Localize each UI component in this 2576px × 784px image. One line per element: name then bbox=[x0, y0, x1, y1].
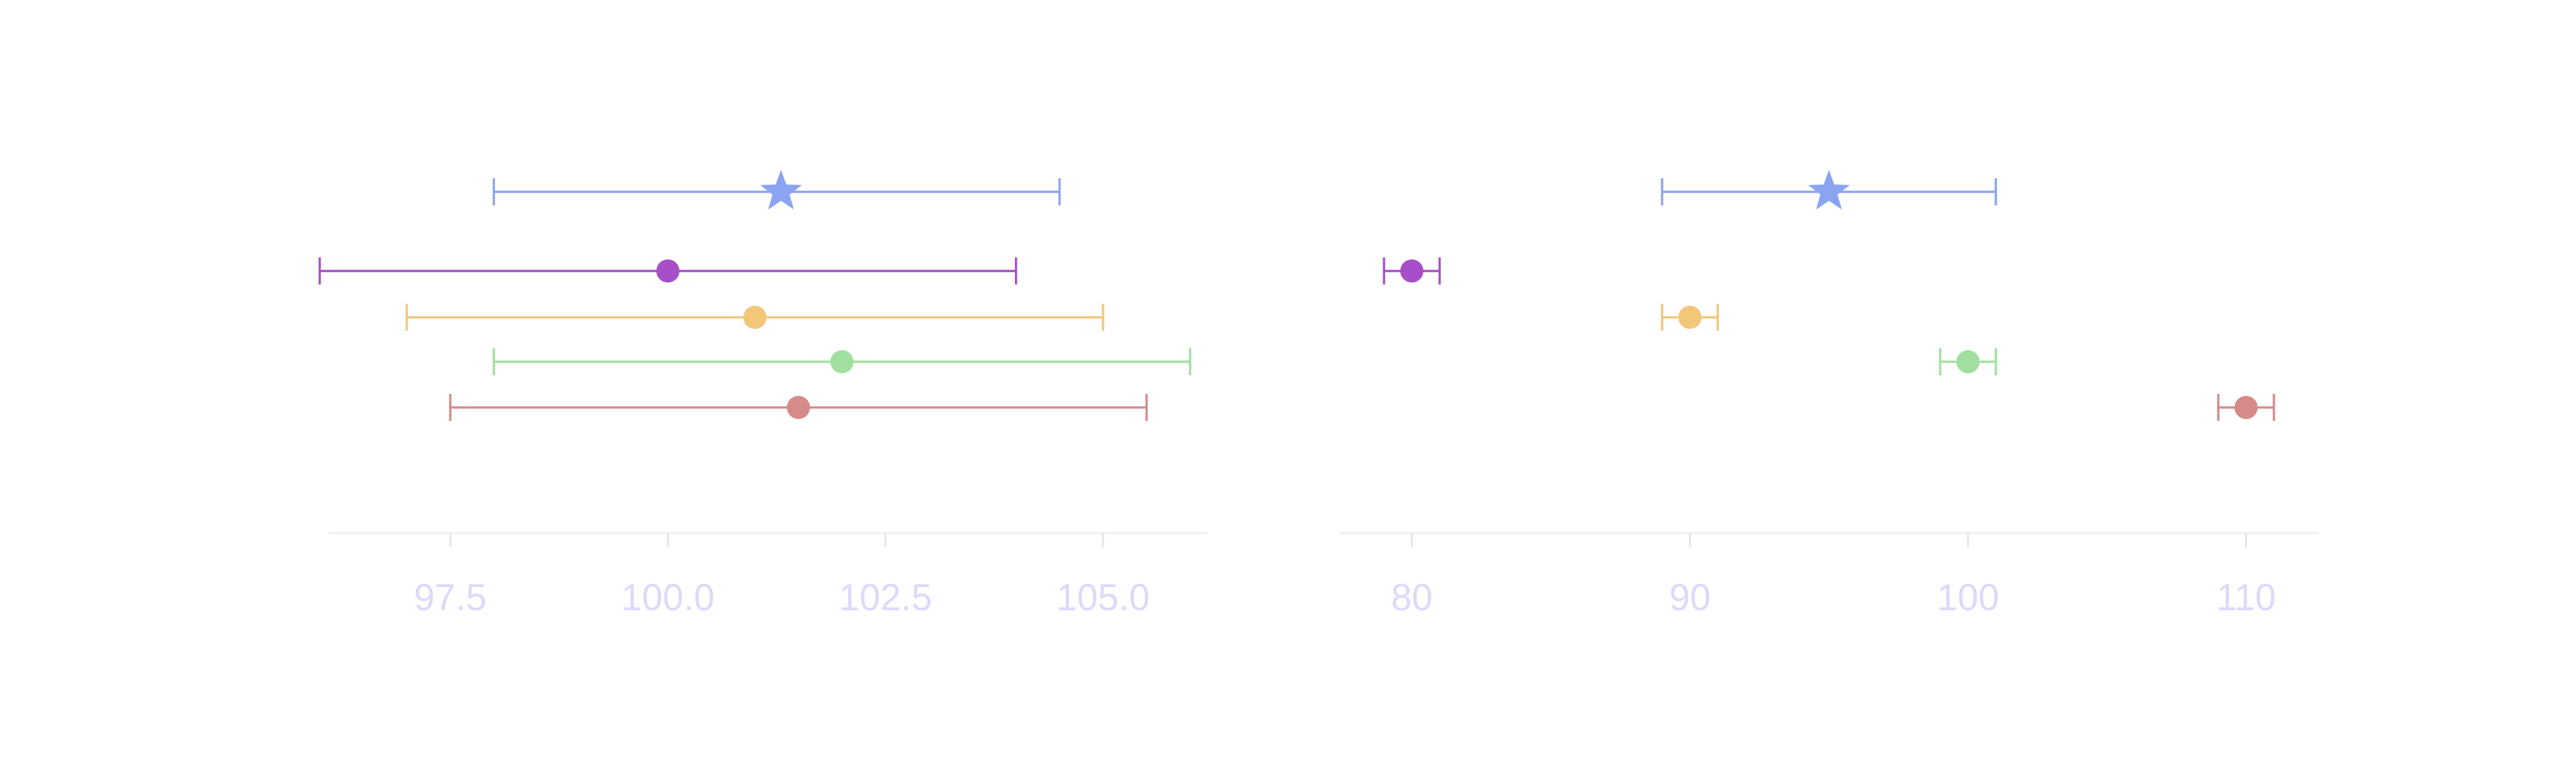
panel-1-tick-label-3: 102.5 bbox=[838, 577, 932, 619]
panel-2-tick-label-1: 80 bbox=[1391, 577, 1433, 619]
panel-1-study-2-point-marker bbox=[743, 306, 767, 329]
panel-2-tick-label-2: 90 bbox=[1669, 577, 1711, 619]
panel-1-tick-label-4: 105.0 bbox=[1056, 577, 1150, 619]
panel-1-study-4-point-marker bbox=[786, 396, 810, 419]
panel-1-pooled-star-marker bbox=[760, 170, 802, 210]
panel-1-tick-label-2: 100.0 bbox=[621, 577, 715, 619]
panel-2-study-2-point-marker bbox=[1678, 306, 1702, 329]
panel-1-study-3-point-marker bbox=[830, 350, 854, 373]
panel-2-study-1-point-marker bbox=[1400, 259, 1424, 283]
panel-2-study-4-point-marker bbox=[2234, 396, 2258, 419]
panel-2-tick-label-4: 110 bbox=[2216, 577, 2275, 619]
panel-1-tick-label-1: 97.5 bbox=[414, 577, 487, 619]
panel-2-pooled-star-marker bbox=[1808, 170, 1850, 210]
panel-2-tick-label-3: 100 bbox=[1937, 577, 2000, 619]
panel-2-study-3-point-marker bbox=[1956, 350, 1980, 373]
panel-1-study-1-point-marker bbox=[656, 259, 680, 283]
